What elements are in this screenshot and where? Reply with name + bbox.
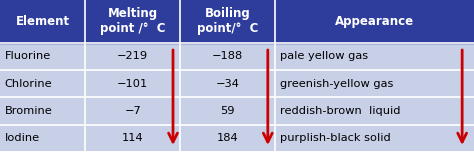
Text: Chlorine: Chlorine (5, 79, 52, 89)
Text: Iodine: Iodine (5, 133, 40, 143)
Text: −101: −101 (117, 79, 148, 89)
Text: Appearance: Appearance (335, 15, 414, 28)
Text: Boiling
point/°  C: Boiling point/° C (197, 7, 258, 35)
Text: Element: Element (16, 15, 70, 28)
Text: −7: −7 (124, 106, 141, 116)
Text: Melting
point /°  C: Melting point /° C (100, 7, 165, 35)
Text: greenish-yellow gas: greenish-yellow gas (280, 79, 393, 89)
Text: Bromine: Bromine (5, 106, 53, 116)
Text: −34: −34 (216, 79, 239, 89)
Bar (0, 125, 474, 152)
Bar (0, 0, 474, 43)
Text: 114: 114 (122, 133, 144, 143)
Text: reddish-brown  liquid: reddish-brown liquid (280, 106, 400, 116)
Bar (0, 97, 474, 125)
Text: 184: 184 (217, 133, 238, 143)
Bar (0, 70, 474, 97)
Text: −219: −219 (117, 51, 148, 61)
Text: Fluorine: Fluorine (5, 51, 51, 61)
Bar (0, 43, 474, 70)
Text: purplish-black solid: purplish-black solid (280, 133, 391, 143)
Text: 59: 59 (220, 106, 235, 116)
Text: −188: −188 (212, 51, 243, 61)
Text: pale yellow gas: pale yellow gas (280, 51, 368, 61)
